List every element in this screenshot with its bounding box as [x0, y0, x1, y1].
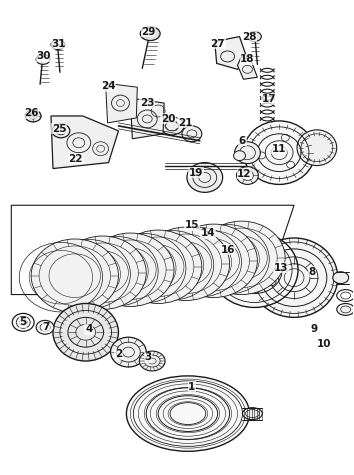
Text: 13: 13 — [274, 263, 289, 273]
Ellipse shape — [235, 142, 260, 163]
Ellipse shape — [242, 408, 262, 419]
Text: 9: 9 — [310, 324, 318, 334]
Text: 3: 3 — [144, 352, 152, 362]
Text: 23: 23 — [140, 98, 154, 108]
Text: 16: 16 — [220, 245, 235, 255]
Ellipse shape — [51, 39, 65, 49]
Ellipse shape — [126, 376, 250, 451]
Text: 11: 11 — [272, 144, 286, 154]
Polygon shape — [238, 57, 257, 79]
Text: 29: 29 — [141, 27, 155, 37]
Ellipse shape — [87, 233, 174, 306]
Ellipse shape — [36, 320, 54, 334]
Ellipse shape — [234, 151, 245, 161]
Ellipse shape — [333, 272, 349, 284]
Text: 8: 8 — [308, 267, 315, 277]
Text: 25: 25 — [52, 124, 66, 134]
Ellipse shape — [247, 32, 261, 41]
Polygon shape — [130, 98, 164, 139]
Ellipse shape — [250, 238, 338, 317]
Text: 17: 17 — [262, 94, 276, 104]
Text: 12: 12 — [237, 169, 252, 179]
Ellipse shape — [139, 351, 165, 371]
Ellipse shape — [297, 130, 337, 166]
Text: 1: 1 — [188, 382, 195, 392]
Ellipse shape — [142, 227, 230, 301]
Ellipse shape — [110, 337, 146, 367]
Text: 15: 15 — [185, 220, 199, 230]
Ellipse shape — [31, 239, 119, 313]
Ellipse shape — [59, 236, 146, 309]
Text: 20: 20 — [161, 114, 175, 124]
Text: 30: 30 — [37, 51, 51, 61]
Text: 24: 24 — [101, 81, 116, 91]
Ellipse shape — [187, 162, 223, 192]
Text: 26: 26 — [24, 108, 38, 118]
Ellipse shape — [198, 221, 285, 294]
Ellipse shape — [140, 27, 160, 40]
Ellipse shape — [337, 304, 354, 315]
Polygon shape — [215, 37, 247, 69]
Text: 10: 10 — [316, 339, 331, 349]
Ellipse shape — [160, 117, 184, 135]
Ellipse shape — [53, 304, 119, 361]
Ellipse shape — [114, 230, 202, 304]
Text: 18: 18 — [240, 55, 255, 65]
Text: 31: 31 — [52, 38, 66, 48]
Ellipse shape — [211, 232, 298, 307]
Polygon shape — [105, 83, 137, 123]
Ellipse shape — [36, 55, 50, 65]
Ellipse shape — [236, 167, 258, 184]
Text: 14: 14 — [200, 228, 215, 238]
Ellipse shape — [182, 126, 202, 142]
Text: 7: 7 — [42, 323, 50, 332]
Text: 28: 28 — [242, 32, 257, 42]
Text: 4: 4 — [85, 324, 92, 334]
Text: 5: 5 — [19, 317, 27, 327]
Ellipse shape — [25, 110, 41, 122]
Ellipse shape — [170, 224, 257, 297]
Text: 21: 21 — [178, 118, 192, 128]
Text: 2: 2 — [115, 349, 122, 359]
Ellipse shape — [244, 121, 315, 184]
Text: 27: 27 — [210, 38, 225, 48]
Text: 22: 22 — [69, 153, 83, 163]
Text: 19: 19 — [189, 168, 203, 178]
Text: 6: 6 — [239, 136, 246, 146]
Polygon shape — [51, 116, 119, 169]
